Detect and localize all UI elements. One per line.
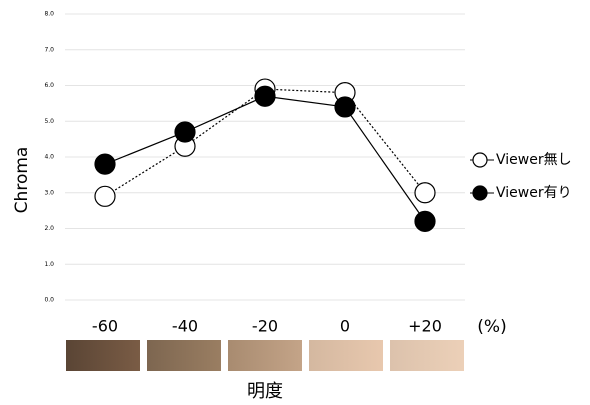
marker — [254, 85, 276, 107]
x-tick-label: -20 — [252, 317, 278, 336]
marker — [94, 185, 116, 207]
x-axis-label: 明度 — [247, 381, 283, 402]
y-tick-label: 1.0 — [44, 261, 54, 268]
marker — [334, 96, 356, 118]
y-tick-label: 2.0 — [44, 225, 54, 232]
x-tick-label: +20 — [408, 317, 442, 336]
marker — [94, 153, 116, 175]
marker — [414, 182, 436, 204]
legend-label: Viewer有り — [496, 185, 572, 201]
legend-marker — [472, 152, 488, 168]
marker — [414, 210, 436, 232]
y-tick-label: 0.0 — [44, 297, 54, 304]
y-tick-label: 8.0 — [44, 11, 54, 18]
y-tick-label: 3.0 — [44, 189, 54, 196]
y-axis-label: Chroma — [12, 147, 32, 214]
thumbnail — [228, 340, 302, 371]
y-tick-label: 5.0 — [44, 118, 54, 125]
thumbnail — [309, 340, 383, 371]
thumbnail — [390, 340, 464, 371]
series-line — [104, 95, 426, 222]
thumbnails — [66, 340, 464, 371]
legend-marker — [472, 185, 488, 201]
x-tick-label: -40 — [172, 317, 198, 336]
thumbnail — [147, 340, 221, 371]
thumbnail — [66, 340, 140, 371]
y-tick-label: 6.0 — [44, 82, 54, 89]
y-tick-label: 7.0 — [44, 46, 54, 53]
marker — [174, 121, 196, 143]
legend-label: Viewer無し — [496, 152, 572, 168]
x-tick-label: 0 — [340, 317, 350, 336]
x-tick-label: -60 — [92, 317, 118, 336]
x-unit: (%) — [477, 317, 506, 337]
y-tick-label: 4.0 — [44, 154, 54, 161]
